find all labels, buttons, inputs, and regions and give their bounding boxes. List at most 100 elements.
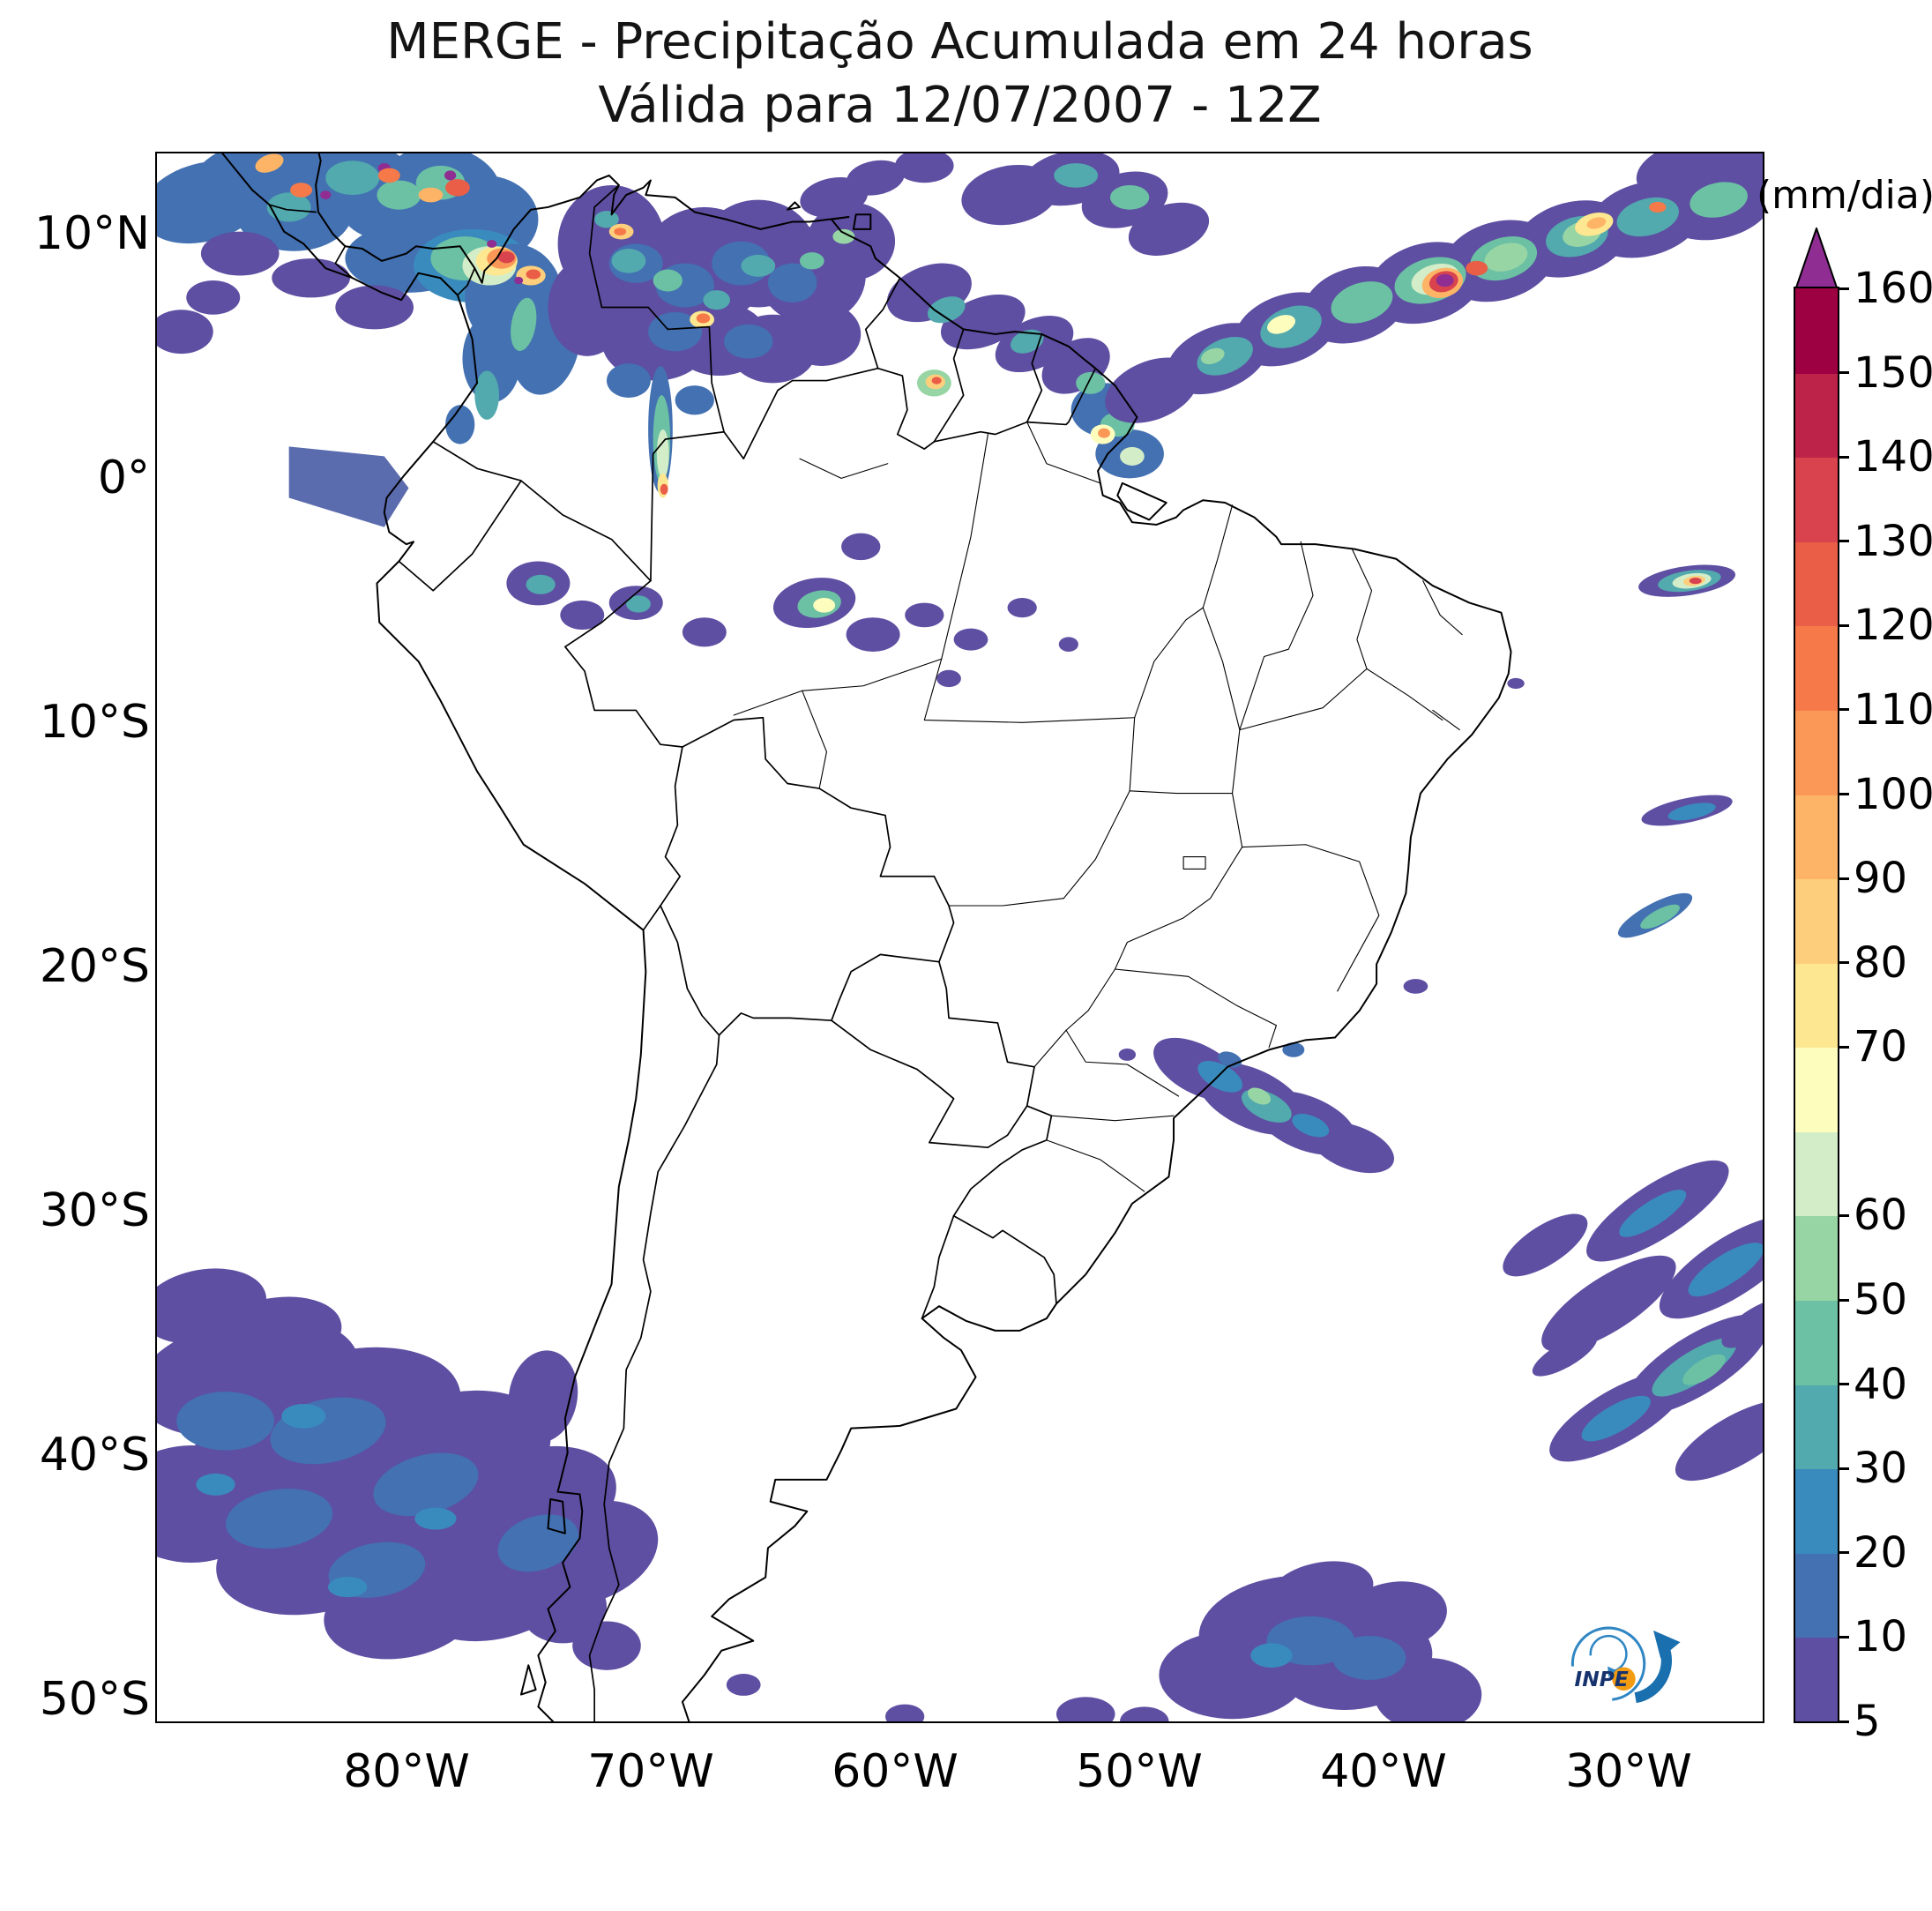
precipitation-layer-shape [1292,1114,1330,1138]
precipitation-layer-shape [226,1489,333,1549]
precipitation-layer-shape [1403,979,1428,994]
coastline-shape [220,153,1511,1721]
precipitation-layer-shape [325,160,380,196]
precipitation-layer-shape [703,290,730,310]
precipitation-layer-shape [1649,201,1667,213]
precipitation-layer-shape [1690,182,1748,218]
country-borders-shape [651,432,724,581]
colorbar-band [1795,372,1838,459]
state-borders-shape [1047,1140,1145,1191]
country-borders-shape [832,1020,1027,1147]
logo-arrow-head [1653,1630,1681,1659]
country-borders-shape [399,481,521,591]
state-borders-shape [1240,541,1313,729]
precipitation-layer-shape [290,183,313,198]
colorbar-band [1795,1468,1838,1554]
state-borders-shape [1115,847,1242,969]
precipitation-layer-shape [1619,1190,1687,1237]
x-tick-label: 30°W [1565,1745,1692,1798]
country-borders-shape [660,906,720,1035]
precipitation-layer-shape [487,240,497,248]
precipitation-layer [157,153,1763,1721]
country-borders-shape [832,954,939,1020]
precipitation-layer-shape [611,249,646,273]
precipitation-layer-shape [895,153,954,183]
precipitation-layer-shape [200,231,280,276]
precipitation-layer-shape [1282,1042,1305,1057]
precipitation-layer-shape [1058,637,1078,652]
coastline-shape [548,1499,564,1534]
country-borders-shape [565,581,683,747]
colorbar-band [1795,1131,1838,1217]
y-tick-label: 30°S [39,1184,150,1237]
precipitation-layer-shape [741,254,776,277]
logo-arrow-arc [1634,1648,1672,1704]
precipitation-layer-shape [953,628,988,651]
precipitation-layer-shape [497,1514,579,1572]
precipitation-layer-shape [508,1350,578,1443]
inpe-logo-graphic: INPE [1570,1626,1681,1704]
x-tick-label: 60°W [832,1745,959,1798]
precipitation-layer-shape [1201,347,1225,364]
precipitation-layer-shape [1007,598,1037,618]
precipitation-layer-shape [320,190,332,200]
country-borders-shape [683,718,954,962]
country-borders-shape [1027,334,1042,422]
precipitation-layer-shape [272,258,350,298]
precipitation-layer-shape [675,385,714,415]
precipitation-layer-shape [497,251,515,264]
precipitation-layer-shape [813,598,836,613]
state-borders [734,422,1462,1191]
precipitation-layer-shape [927,296,966,324]
colorbar-unit-label: (mm/dia) [1757,173,1932,218]
precipitation-layer-shape [197,1296,342,1379]
x-tick-label: 80°W [343,1745,470,1798]
precipitation-layer-shape [445,405,475,444]
precipitation-layer-shape [1507,677,1525,690]
y-tick-label: 50°S [39,1673,150,1726]
precipitation-layer-shape [560,600,605,631]
colorbar-band [1795,962,1838,1049]
state-borders-shape [734,659,942,715]
precipitation-layer-shape [724,324,773,359]
precipitation-layer-shape [157,310,213,355]
country-borders-shape [590,185,724,432]
country-borders-shape [719,1013,831,1035]
precipitation-layer-shape [518,1570,607,1644]
precipitation-layer-shape [281,1403,326,1429]
precipitation-layer-shape [1118,1049,1137,1061]
state-borders-shape [1367,668,1443,720]
precipitation-layer-shape [682,617,727,647]
precipitation-layer-shape [526,269,541,280]
precipitation-layer-shape [511,297,537,351]
precipitation-layer-shape [846,160,905,196]
y-tick-label: 10°S [39,696,150,749]
state-borders-shape [1066,1030,1178,1096]
precipitation-layer-shape [936,669,961,688]
state-borders-shape [1027,422,1100,483]
colorbar-band [1795,1215,1838,1302]
y-axis: 10°N 0° 10°S 20°S 30°S 40°S 50°S [0,0,150,1911]
y-tick-label: 40°S [39,1429,150,1482]
precipitation-layer-shape [614,228,627,236]
country-borders-shape [954,1216,1056,1304]
precipitation-layer-shape [931,377,942,384]
state-borders-shape [1034,969,1115,1067]
precipitation-layer-shape [1309,1122,1395,1174]
precipitation-layer-shape [1197,1061,1243,1093]
inpe-logo-text: INPE [1575,1667,1629,1691]
precipitation-layer-shape [445,179,470,197]
state-borders-shape [1242,845,1379,991]
precipitation-layer-shape [196,1473,235,1496]
logo-swirl-arrowhead [1608,1666,1618,1677]
state-borders-shape [800,459,888,478]
coastline-shape [787,202,800,209]
state-borders-shape [1433,710,1459,729]
precipitation-layer-shape [1689,578,1702,585]
country-borders-shape [934,329,963,441]
coastline-shape [521,1665,536,1694]
logo-outer-swirl [1570,1626,1646,1701]
state-borders-shape [1063,718,1134,899]
